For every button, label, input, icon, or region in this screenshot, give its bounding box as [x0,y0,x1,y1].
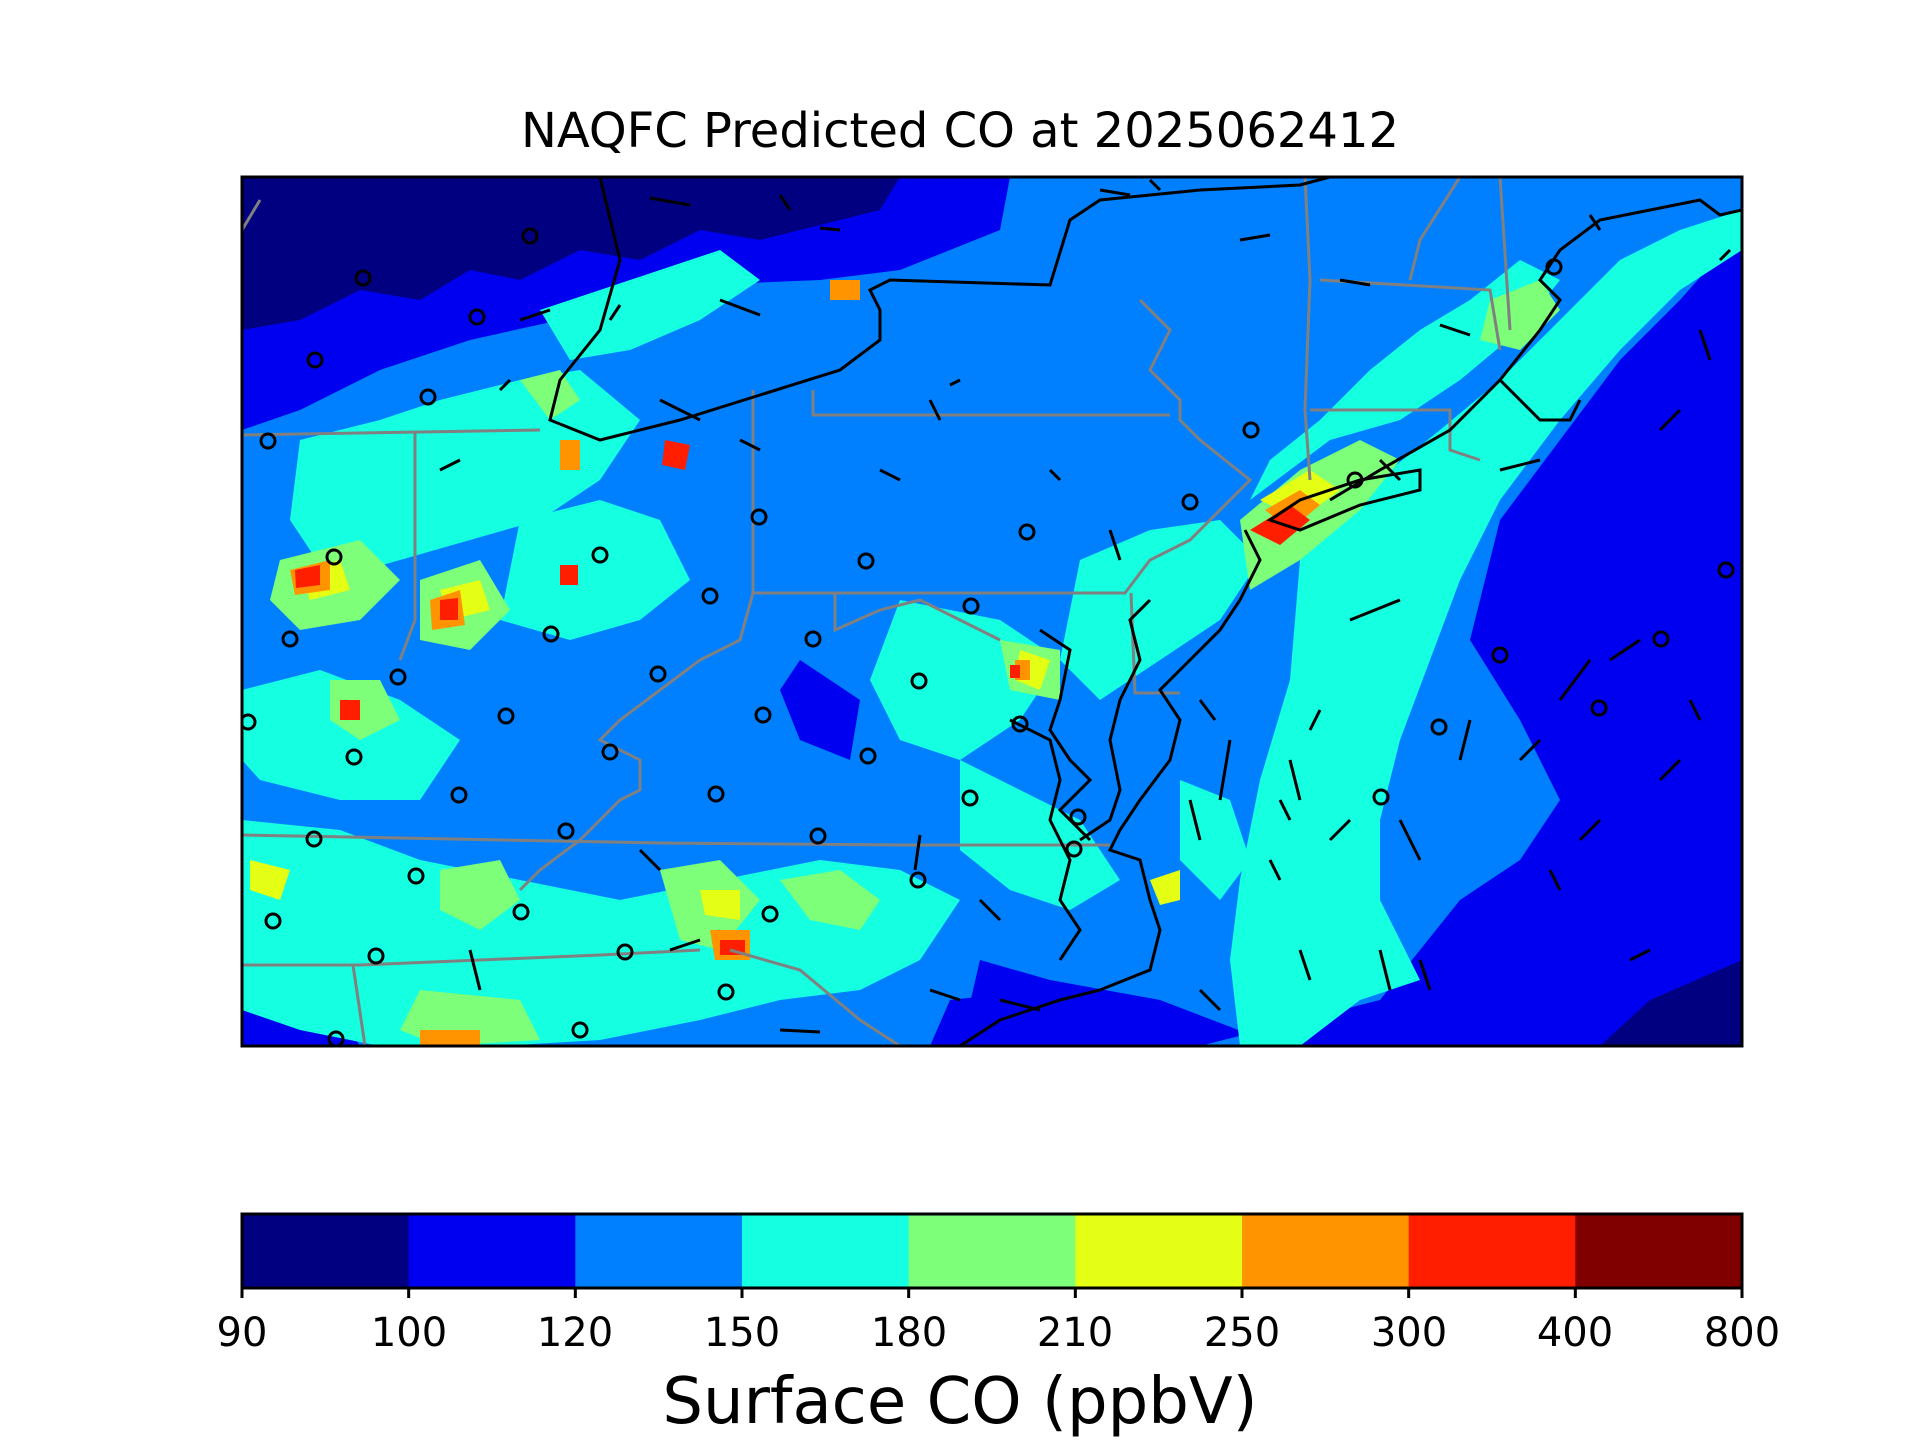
colorbar-tick-label: 100 [370,1310,448,1356]
colorbar-ticks [240,1288,1744,1298]
colorbar-cell [242,1214,410,1288]
co-field-very-low [242,177,1742,1046]
colorbar-cell [575,1214,743,1288]
colorbar-cells [242,1214,1743,1288]
colorbar-frame [240,1212,1744,1290]
colorbar-cell [1408,1214,1576,1288]
map-frame [240,175,1744,1048]
colorbar-tick-label: 120 [536,1310,614,1356]
colorbar-cell [408,1214,576,1288]
co-field-extreme [295,440,1310,955]
colorbar-cell [1575,1214,1743,1288]
colorbar-tick-label: 250 [1203,1310,1281,1356]
station-markers [242,227,1735,1046]
colorbar-cell [742,1214,910,1288]
colorbar-tick-label: 300 [1370,1310,1448,1356]
colorbar-tick-label: 90 [216,1310,268,1356]
colorbar-tick-label: 800 [1703,1310,1781,1356]
colorbar-label: Surface CO (ppbV) [662,1365,1258,1439]
colorbar-tick-label: 400 [1536,1310,1614,1356]
colorbar-cell [1075,1214,1243,1288]
colorbar-tick-label: 180 [870,1310,948,1356]
coastlines [548,177,1742,1046]
colorbar-tick-label: 150 [703,1310,781,1356]
wind-barbs [439,178,1732,1034]
colorbar-cell [1242,1214,1410,1288]
plot-title: NAQFC Predicted CO at 2025062412 [520,103,1400,159]
colorbar-cell [908,1214,1076,1288]
colorbar-tick-label: 210 [1036,1310,1114,1356]
